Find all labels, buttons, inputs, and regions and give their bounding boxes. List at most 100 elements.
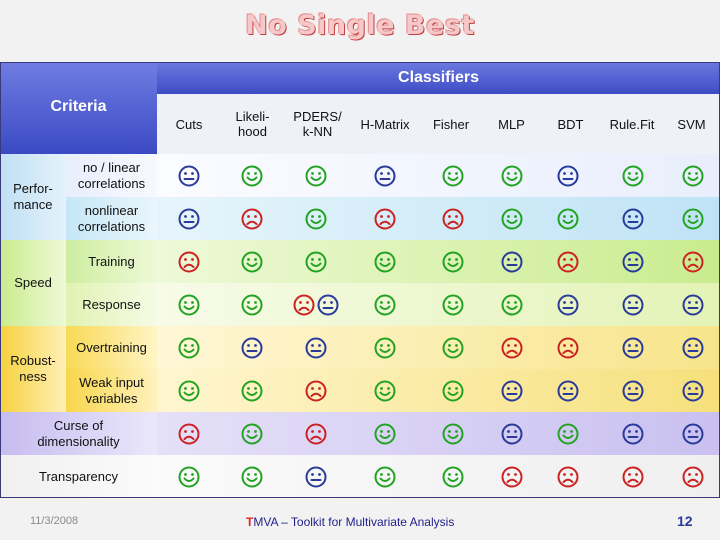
happy-face-icon [241, 466, 263, 488]
happy-face-icon [241, 251, 263, 273]
neutral-face-icon [557, 165, 579, 187]
criteria-row-4 [157, 326, 720, 369]
criteria-row-2 [157, 240, 720, 283]
sad-face-icon [682, 251, 704, 273]
sad-face-icon [305, 423, 327, 445]
sad-face-icon [501, 466, 523, 488]
neutral-face-icon [622, 380, 644, 402]
column-header-6: BDT [540, 94, 601, 154]
classifiers-header: Classifiers [157, 62, 720, 94]
criteria-row-5 [157, 369, 720, 412]
page-number: 12 [677, 513, 693, 529]
neutral-face-icon [622, 337, 644, 359]
neutral-face-icon [682, 380, 704, 402]
criteria-label-5: Weak input variables [66, 369, 157, 412]
slide-title: No Single Best [245, 10, 475, 41]
happy-face-icon [682, 208, 704, 230]
happy-face-icon [241, 165, 263, 187]
group-label-performance: Perfor- mance [0, 154, 66, 240]
criteria-header-label: Criteria [50, 98, 107, 115]
sad-face-icon [178, 423, 200, 445]
criteria-row-7 [157, 455, 720, 498]
criteria-row-1 [157, 197, 720, 240]
neutral-face-icon [241, 337, 263, 359]
happy-face-icon [374, 466, 396, 488]
happy-face-icon [442, 423, 464, 445]
sad-face-icon [305, 380, 327, 402]
neutral-face-icon [374, 165, 396, 187]
criteria-label-1: nonlinear correlations [66, 197, 157, 240]
column-header-7: Rule.Fit [601, 94, 663, 154]
footer-tmva-t: T [246, 515, 254, 529]
happy-face-icon [374, 337, 396, 359]
happy-face-icon [374, 380, 396, 402]
happy-face-icon [622, 165, 644, 187]
footer-tmva-rest: MVA – Toolkit for Multivariate Analysis [253, 515, 455, 529]
footer-date: 11/3/2008 [30, 515, 79, 527]
neutral-face-icon [622, 423, 644, 445]
happy-face-icon [501, 165, 523, 187]
happy-face-icon [682, 165, 704, 187]
group-label-speed: Speed [0, 240, 66, 326]
neutral-face-icon [178, 165, 200, 187]
neutral-face-icon [305, 337, 327, 359]
happy-face-icon [442, 380, 464, 402]
neutral-face-icon [622, 294, 644, 316]
happy-face-icon [305, 251, 327, 273]
happy-face-icon [305, 165, 327, 187]
happy-face-icon [557, 208, 579, 230]
happy-face-icon [241, 380, 263, 402]
neutral-face-icon [501, 380, 523, 402]
neutral-face-icon [622, 251, 644, 273]
happy-face-icon [178, 466, 200, 488]
column-header-0: Cuts [157, 94, 221, 154]
happy-face-icon [374, 423, 396, 445]
criteria-label-7: Transparency [0, 455, 157, 498]
happy-face-icon [374, 251, 396, 273]
column-header-4: Fisher [419, 94, 483, 154]
sad-face-icon [557, 251, 579, 273]
criteria-label-6: Curse of dimensionality [0, 412, 157, 455]
happy-face-icon [178, 337, 200, 359]
column-header-2: PDERS/ k-NN [284, 94, 351, 154]
happy-face-icon [501, 208, 523, 230]
neutral-face-icon [317, 294, 339, 316]
happy-face-icon [501, 294, 523, 316]
sad-face-icon [442, 208, 464, 230]
criteria-header: Criteria [0, 62, 157, 154]
neutral-face-icon [178, 208, 200, 230]
sad-face-icon [557, 337, 579, 359]
criteria-row-3 [157, 283, 720, 326]
column-header-8: SVM [663, 94, 720, 154]
sad-face-icon [622, 466, 644, 488]
neutral-face-icon [501, 251, 523, 273]
neutral-face-icon [682, 294, 704, 316]
sad-face-icon [682, 466, 704, 488]
happy-face-icon [557, 423, 579, 445]
neutral-face-icon [305, 466, 327, 488]
happy-face-icon [442, 337, 464, 359]
sad-face-icon [501, 337, 523, 359]
happy-face-icon [178, 294, 200, 316]
sad-face-icon [557, 466, 579, 488]
column-header-1: Likeli- hood [221, 94, 284, 154]
column-header-3: H-Matrix [351, 94, 419, 154]
neutral-face-icon [622, 208, 644, 230]
happy-face-icon [442, 251, 464, 273]
sad-face-icon [178, 251, 200, 273]
criteria-label-2: Training [66, 240, 157, 283]
sad-face-icon [374, 208, 396, 230]
criteria-row-0 [157, 154, 720, 197]
happy-face-icon [241, 294, 263, 316]
neutral-face-icon [557, 294, 579, 316]
criteria-row-6 [157, 412, 720, 455]
happy-face-icon [442, 165, 464, 187]
criteria-label-3: Response [66, 283, 157, 326]
column-header-5: MLP [483, 94, 540, 154]
happy-face-icon [374, 294, 396, 316]
happy-face-icon [442, 294, 464, 316]
neutral-face-icon [501, 423, 523, 445]
group-label-robustness: Robust- ness [0, 326, 66, 412]
happy-face-icon [305, 208, 327, 230]
neutral-face-icon [557, 380, 579, 402]
